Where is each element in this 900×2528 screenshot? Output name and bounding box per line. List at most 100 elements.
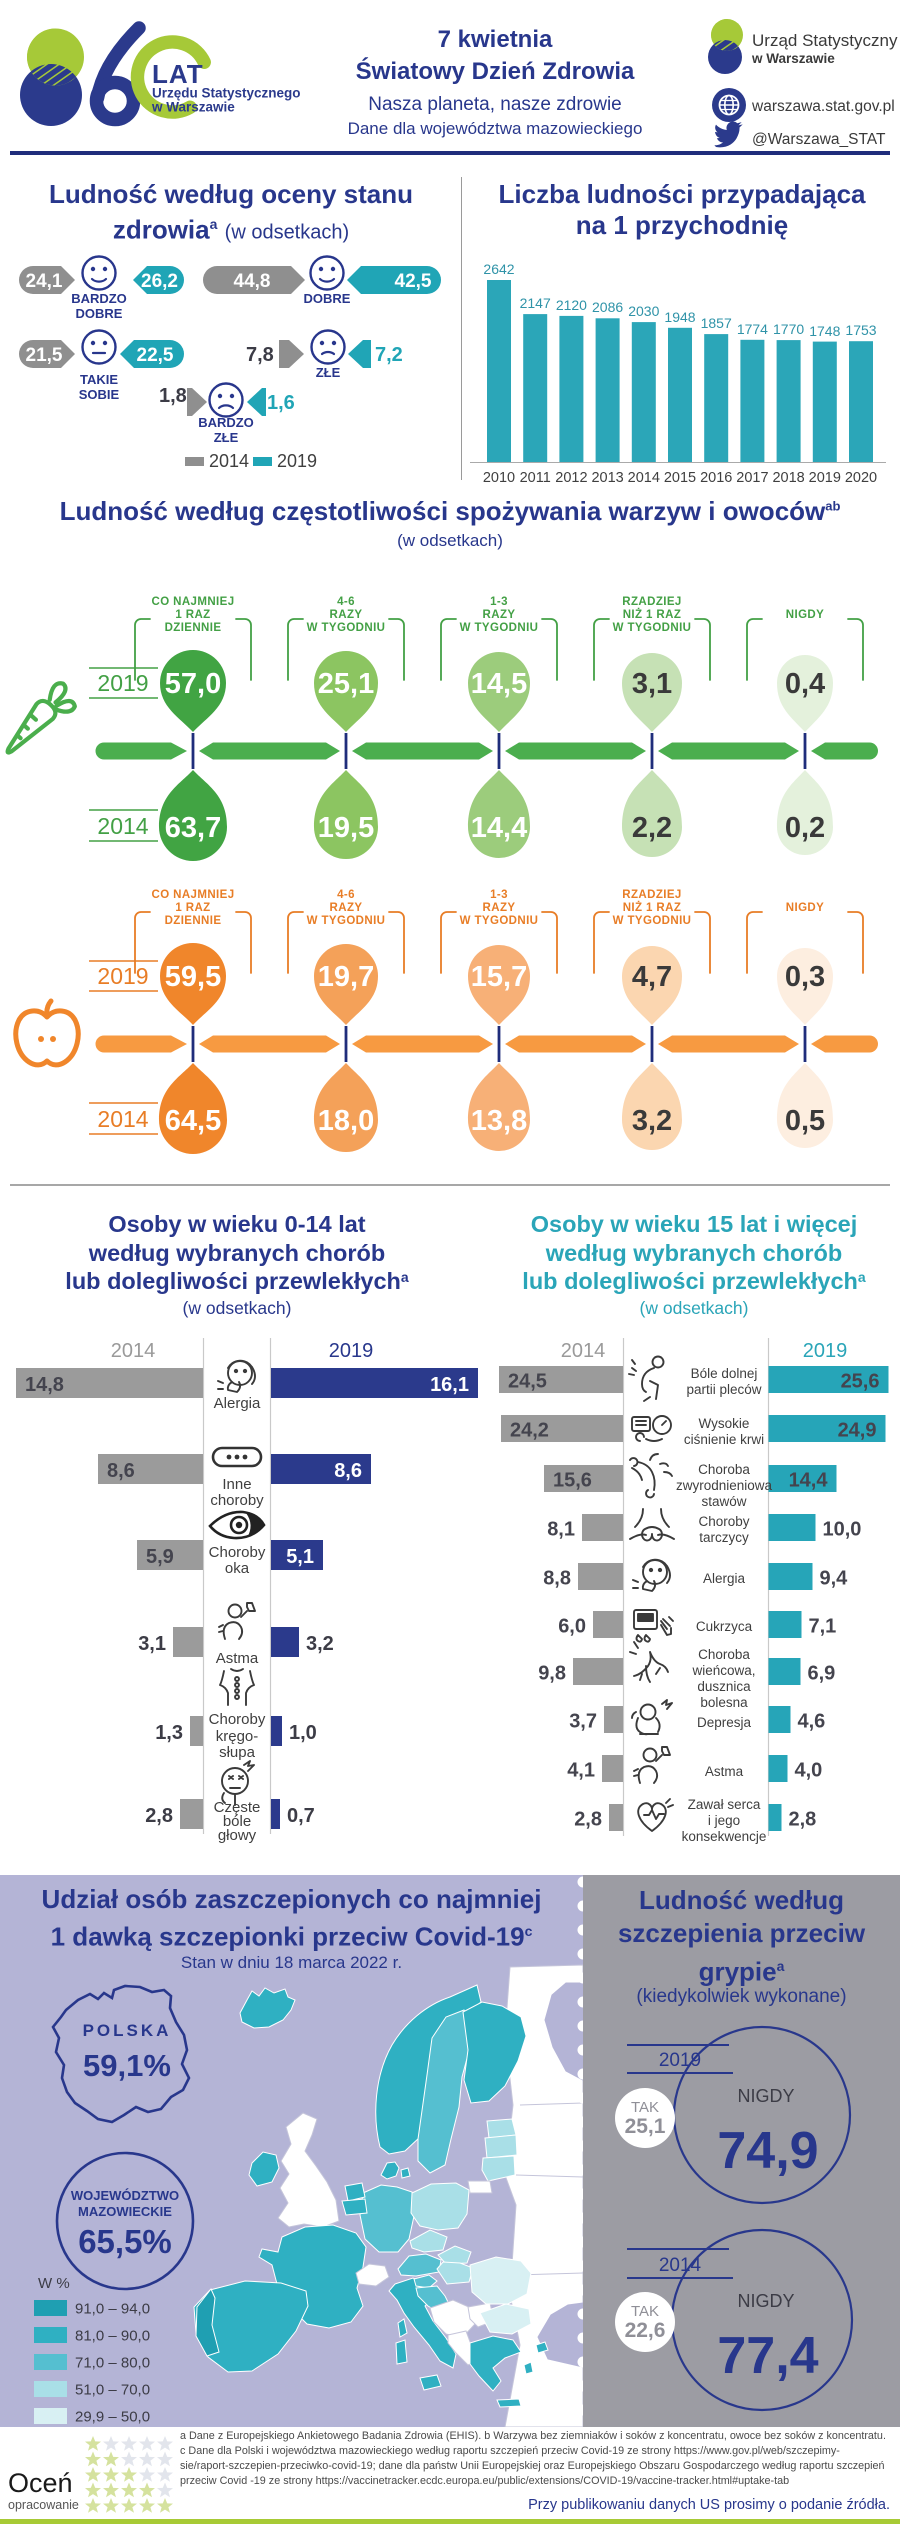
svg-text:3,1: 3,1 — [632, 668, 672, 700]
svg-text:oka: oka — [225, 1560, 250, 1577]
svg-text:w Warszawie: w Warszawie — [751, 51, 835, 66]
svg-text:MAZOWIECKIE: MAZOWIECKIE — [78, 2204, 172, 2219]
svg-text:ciśnienie krwi: ciśnienie krwi — [684, 1432, 764, 1447]
svg-text:2019: 2019 — [809, 470, 841, 486]
svg-text:2642: 2642 — [483, 261, 514, 277]
svg-text:1,0: 1,0 — [289, 1722, 317, 1744]
svg-text:26,2: 26,2 — [141, 271, 178, 292]
svg-text:1770: 1770 — [773, 321, 804, 337]
svg-text:14,4: 14,4 — [471, 812, 527, 844]
svg-text:0,3: 0,3 — [785, 961, 825, 993]
svg-text:(w odsetkach): (w odsetkach) — [640, 1298, 749, 1318]
svg-text:10,0: 10,0 — [823, 1519, 862, 1541]
svg-text:NIGDY: NIGDY — [737, 2086, 794, 2106]
svg-text:8,6: 8,6 — [107, 1460, 135, 1482]
svg-text:2013: 2013 — [591, 470, 623, 486]
svg-text:4,7: 4,7 — [632, 961, 672, 993]
svg-text:81,0 – 90,0: 81,0 – 90,0 — [75, 2328, 150, 2345]
svg-text:2019: 2019 — [659, 2050, 701, 2071]
svg-text:ZŁE: ZŁE — [214, 430, 239, 445]
svg-text:ZŁE: ZŁE — [316, 365, 341, 380]
svg-text:2019: 2019 — [329, 1340, 374, 1362]
svg-text:głowy: głowy — [218, 1827, 257, 1844]
svg-text:2,2: 2,2 — [632, 812, 672, 844]
svg-text:64,5: 64,5 — [165, 1105, 221, 1137]
svg-text:2017: 2017 — [736, 470, 768, 486]
svg-text:Choroba: Choroba — [698, 1462, 750, 1477]
svg-text:NIGDY: NIGDY — [786, 609, 824, 621]
svg-text:2011: 2011 — [520, 470, 551, 486]
svg-text:Alergia: Alergia — [214, 1395, 261, 1412]
svg-text:18,0: 18,0 — [318, 1105, 374, 1137]
svg-text:2014: 2014 — [628, 470, 660, 486]
svg-text:1,8: 1,8 — [159, 385, 187, 407]
svg-text:RAZY: RAZY — [330, 609, 363, 621]
svg-text:22,6: 22,6 — [625, 2319, 666, 2342]
svg-text:3,7: 3,7 — [569, 1711, 597, 1733]
svg-text:RZADZIEJ: RZADZIEJ — [622, 596, 681, 608]
svg-text:Urzędu Statystycznego: Urzędu Statystycznego — [152, 86, 301, 101]
svg-text:24,1: 24,1 — [26, 271, 63, 292]
svg-text:25,1: 25,1 — [625, 2115, 666, 2138]
svg-text:Choroby: Choroby — [698, 1514, 749, 1529]
svg-text:2120: 2120 — [556, 297, 587, 313]
svg-text:8,6: 8,6 — [334, 1460, 362, 1482]
svg-text:NIGDY: NIGDY — [786, 902, 824, 914]
svg-text:słupa: słupa — [219, 1744, 256, 1761]
svg-text:wieńcowa,: wieńcowa, — [691, 1663, 755, 1678]
svg-text:14,8: 14,8 — [25, 1374, 64, 1396]
svg-text:W TYGODNIU: W TYGODNIU — [613, 915, 692, 927]
svg-text:4-6: 4-6 — [337, 596, 355, 608]
svg-text:W %: W % — [38, 2275, 70, 2292]
svg-text:2016: 2016 — [700, 470, 732, 486]
svg-text:Urząd Statystyczny: Urząd Statystyczny — [752, 31, 898, 50]
svg-text:5,1: 5,1 — [286, 1546, 314, 1568]
svg-text:2,8: 2,8 — [145, 1805, 173, 1827]
svg-text:dusznica: dusznica — [697, 1679, 751, 1694]
svg-text:2147: 2147 — [520, 295, 551, 311]
svg-text:2019: 2019 — [803, 1340, 848, 1362]
svg-text:2014: 2014 — [659, 2255, 702, 2276]
svg-text:0,7: 0,7 — [287, 1805, 315, 1827]
svg-text:4,6: 4,6 — [798, 1711, 826, 1733]
svg-text:21,5: 21,5 — [26, 345, 63, 366]
svg-text:63,7: 63,7 — [165, 812, 221, 844]
svg-text:14,4: 14,4 — [789, 1470, 829, 1492]
svg-text:Cukrzyca: Cukrzyca — [696, 1619, 753, 1634]
svg-text:42,5: 42,5 — [395, 271, 432, 292]
svg-text:DZIENNIE: DZIENNIE — [165, 915, 222, 927]
svg-text:9,4: 9,4 — [820, 1568, 849, 1590]
svg-text:Inne: Inne — [222, 1476, 251, 1493]
svg-text:0,4: 0,4 — [785, 668, 825, 700]
svg-text:4,1: 4,1 — [567, 1760, 595, 1782]
svg-text:W TYGODNIU: W TYGODNIU — [460, 622, 539, 634]
svg-text:1-3: 1-3 — [490, 889, 508, 901]
svg-text:1,3: 1,3 — [155, 1722, 183, 1744]
svg-text:stawów: stawów — [701, 1494, 746, 1509]
svg-text:RAZY: RAZY — [483, 902, 516, 914]
svg-text:51,0 – 70,0: 51,0 – 70,0 — [75, 2382, 150, 2399]
svg-text:2,8: 2,8 — [789, 1809, 817, 1831]
svg-text:74,9: 74,9 — [717, 2122, 818, 2180]
svg-text:44,8: 44,8 — [234, 271, 271, 292]
svg-text:NIŻ 1 RAZ: NIŻ 1 RAZ — [623, 901, 682, 914]
svg-text:NIŻ 1 RAZ: NIŻ 1 RAZ — [623, 608, 682, 621]
svg-text:W TYGODNIU: W TYGODNIU — [307, 622, 386, 634]
svg-text:BARDZO: BARDZO — [198, 415, 254, 430]
svg-text:warszawa.stat.gov.pl: warszawa.stat.gov.pl — [751, 98, 895, 115]
svg-text:2019: 2019 — [97, 963, 148, 989]
svg-text:1753: 1753 — [845, 322, 876, 338]
svg-text:3,1: 3,1 — [138, 1633, 166, 1655]
svg-text:TAKIE: TAKIE — [80, 372, 118, 387]
svg-text:RAZY: RAZY — [330, 902, 363, 914]
svg-text:65,5%: 65,5% — [78, 2223, 172, 2260]
svg-text:19,5: 19,5 — [318, 812, 374, 844]
svg-text:W TYGODNIU: W TYGODNIU — [460, 915, 539, 927]
svg-text:DOBRE: DOBRE — [76, 306, 123, 321]
svg-text:13,8: 13,8 — [471, 1105, 527, 1137]
svg-text:Depresja: Depresja — [697, 1715, 752, 1730]
svg-text:2014: 2014 — [111, 1340, 156, 1362]
svg-text:3,2: 3,2 — [632, 1105, 672, 1137]
svg-text:24,9: 24,9 — [838, 1420, 877, 1442]
svg-text:2086: 2086 — [592, 299, 623, 315]
